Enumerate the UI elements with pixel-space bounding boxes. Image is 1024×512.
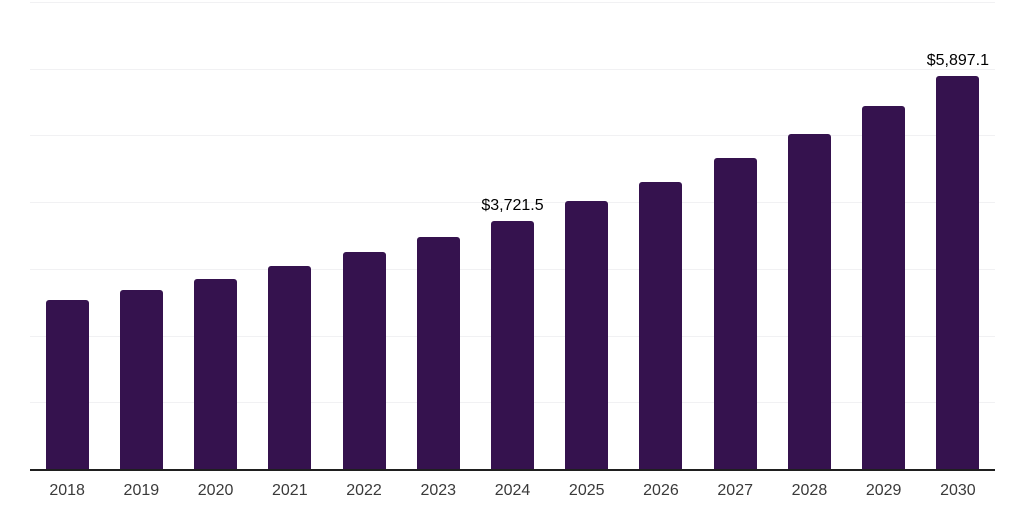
x-tick-2029: 2029 xyxy=(865,482,902,499)
x-tick-2022: 2022 xyxy=(346,482,382,499)
bar-2018 xyxy=(45,300,89,469)
data-label-2030: $5,897.1 xyxy=(926,51,990,69)
bar-2026 xyxy=(639,182,683,469)
x-tick-2020: 2020 xyxy=(197,482,234,499)
gridline-4000 xyxy=(30,202,995,204)
x-tick-2030: 2030 xyxy=(940,482,976,499)
bar-2021 xyxy=(268,266,312,469)
x-axis: 2018 2019 2020 2021 2022 2023 2024 2025 2026 2027… xyxy=(30,471,995,512)
bar-2023 xyxy=(416,237,460,469)
x-tick-2025: 2025 xyxy=(568,482,605,499)
gridline-6000 xyxy=(30,68,995,70)
gridline-5000 xyxy=(30,135,995,137)
x-tick-2028: 2028 xyxy=(791,482,828,499)
bar-2030 xyxy=(936,75,980,469)
gridline-7000 xyxy=(30,2,995,3)
bar-2028 xyxy=(787,133,831,469)
bar-2024 xyxy=(491,220,534,469)
x-tick-2023: 2023 xyxy=(420,482,457,499)
plot-area: $3,721.5 $5,897.1 xyxy=(30,2,995,471)
bar-2025 xyxy=(565,201,609,469)
x-tick-2024: 2024 xyxy=(494,482,531,499)
bar-2019 xyxy=(119,290,163,469)
bar-2029 xyxy=(862,106,906,469)
x-tick-2027: 2027 xyxy=(717,482,753,499)
x-tick-2021: 2021 xyxy=(272,482,308,499)
x-tick-2019: 2019 xyxy=(123,482,160,499)
data-label-2024: $3,721.5 xyxy=(481,196,544,214)
x-tick-2018: 2018 xyxy=(49,482,85,499)
bar-2027 xyxy=(713,158,757,469)
bar-2020 xyxy=(194,279,238,469)
x-tick-2026: 2026 xyxy=(643,482,679,499)
bar-2022 xyxy=(342,252,386,469)
